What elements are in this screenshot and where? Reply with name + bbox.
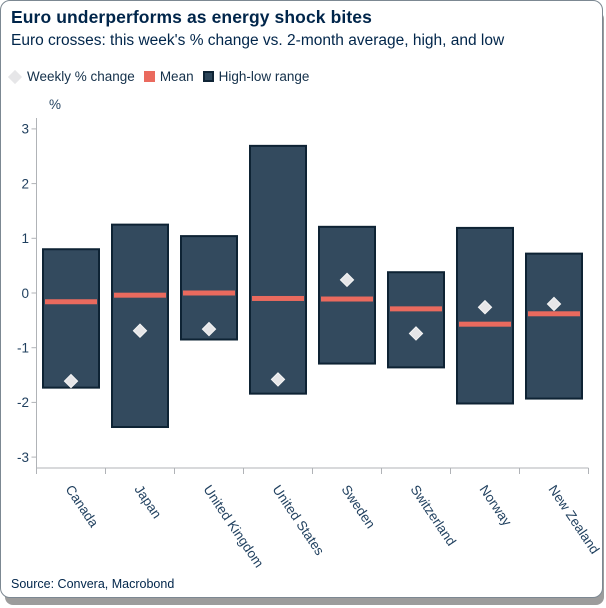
x-axis-label: Canada [63,482,102,530]
y-tick-label: 2 [21,176,29,191]
y-tick-label: -2 [17,395,29,410]
x-axis-label: Switzerland [408,482,459,548]
x-axis-label: Sweden [339,482,379,531]
y-tick-label: -1 [17,341,29,356]
mean-line [45,299,97,305]
source-note: Source: Convera, Macrobond [11,577,175,591]
chart-card: Euro underperforms as energy shock bites… [0,0,603,598]
weekly-change-diamond [132,323,148,339]
x-axis-label: New Zealand [546,482,603,556]
y-tick-label: -3 [17,450,29,465]
weekly-change-diamond [546,296,562,312]
mean-line [321,296,373,302]
y-tick-label: 1 [21,231,29,246]
weekly-change-diamond [63,373,79,389]
range-bar [525,252,583,400]
range-bar [387,271,445,369]
range-marker-icon [202,71,214,82]
mean-line [114,292,166,298]
legend-item-mean: Mean [143,69,194,84]
y-axis-unit-label: % [49,97,61,112]
range-bar [456,226,514,405]
mean-line [459,321,511,327]
legend-label: High-low range [218,69,310,84]
page-title: Euro underperforms as energy shock bites [11,7,372,27]
x-axis-label: Norway [477,482,515,529]
legend-label: Mean [159,69,194,84]
y-tick-label: 3 [21,122,29,137]
legend-item-high-low-range: High-low range [202,69,310,84]
legend-item-weekly-change: Weekly % change [7,69,135,84]
weekly-change-diamond [477,299,493,315]
x-axis-label: United States [270,482,328,558]
mean-marker-icon [143,71,155,82]
x-axis-label: United Kingdom [201,482,267,570]
mean-line [183,290,235,296]
weekly-change-diamond [339,272,355,288]
x-axis-label: Japan [132,482,165,521]
y-tick-label: 0 [21,286,29,301]
weekly-change-diamond [201,321,217,337]
range-bar [42,248,100,389]
weekly-change-diamond [408,326,424,341]
mean-line [390,306,442,312]
mean-line [252,295,304,301]
chart-legend: Weekly % change Mean High-low range [7,69,310,84]
weekly-change-diamond [270,372,286,387]
legend-label: Weekly % change [27,69,135,84]
range-bar [318,225,376,365]
mean-line [528,311,580,317]
range-bar [249,144,307,395]
chart-subtitle: Euro crosses: this week's % change vs. 2… [11,32,505,49]
